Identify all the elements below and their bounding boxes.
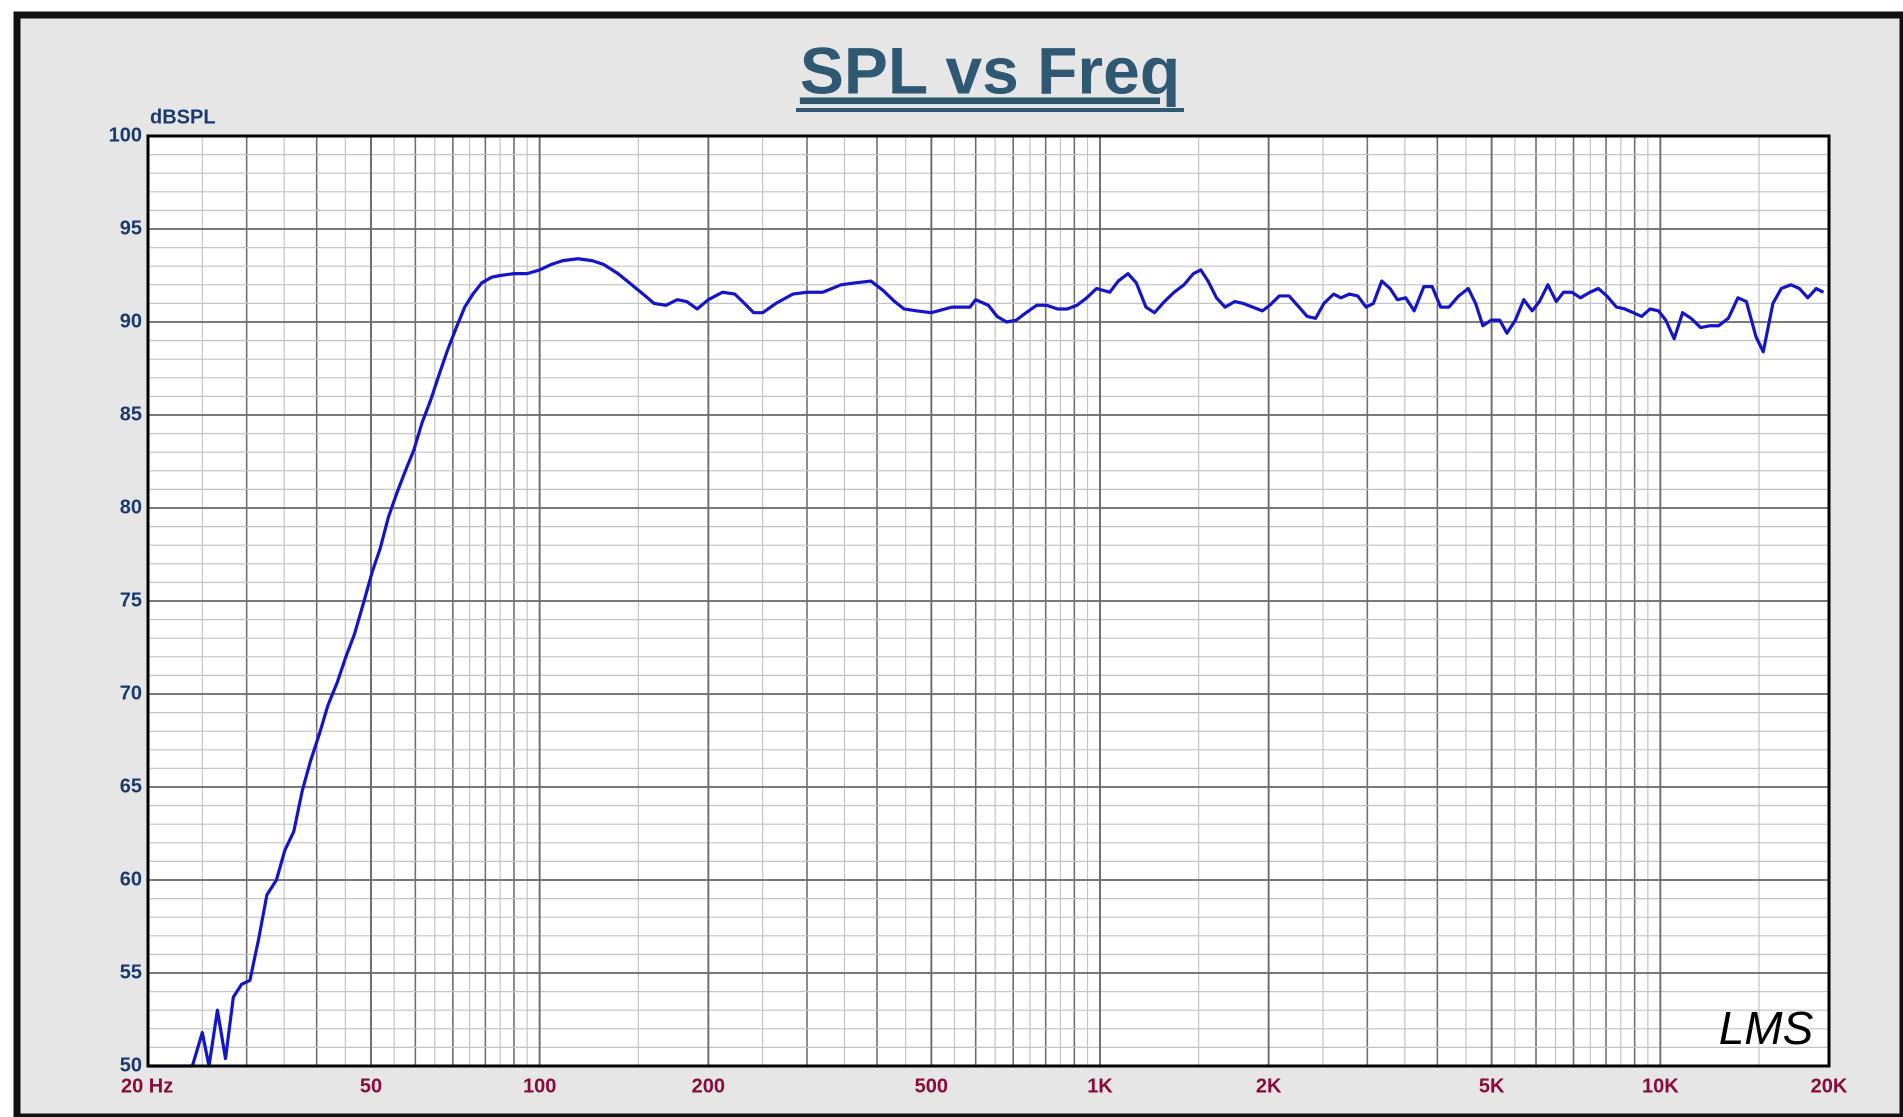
y-unit-label: dBSPL [150, 106, 216, 128]
x-tick-label: 50 [360, 1075, 382, 1097]
x-tick-label: 20 Hz [121, 1075, 173, 1097]
y-tick-label: 85 [120, 403, 142, 425]
x-tick-label: 1K [1087, 1075, 1113, 1097]
chart-title: SPL vs Freq [800, 33, 1180, 107]
y-tick-label: 65 [120, 775, 142, 797]
y-tick-label: 95 [120, 217, 142, 239]
watermark: LMS [1719, 1002, 1814, 1054]
x-tick-label: 10K [1642, 1075, 1679, 1097]
x-tick-label: 200 [692, 1075, 725, 1097]
y-tick-label: 60 [120, 868, 142, 890]
y-tick-label: 75 [120, 589, 142, 611]
y-tick-label: 90 [120, 310, 142, 332]
x-tick-label: 20K [1811, 1075, 1848, 1097]
x-tick-label: 100 [523, 1075, 556, 1097]
y-tick-label: 70 [120, 682, 142, 704]
plot-border [146, 134, 1831, 1068]
y-tick-label: 55 [120, 961, 142, 983]
curves [148, 257, 1825, 1068]
y-tick-label: 80 [120, 496, 142, 518]
y-tick-label: 50 [120, 1054, 142, 1076]
spl-curve [148, 257, 1825, 1068]
y-tick-label: 100 [109, 124, 142, 146]
x-tick-label: 500 [915, 1075, 948, 1097]
x-tick-label: 5K [1479, 1075, 1505, 1097]
x-tick-label: 2K [1256, 1075, 1282, 1097]
